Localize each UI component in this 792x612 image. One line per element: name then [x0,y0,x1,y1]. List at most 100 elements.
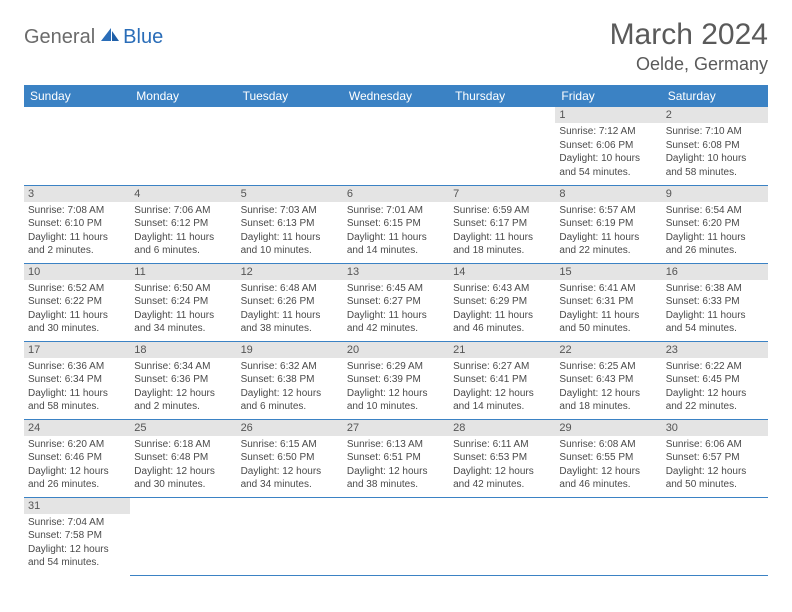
calendar-day-cell: 19Sunrise: 6:32 AMSunset: 6:38 PMDayligh… [237,341,343,419]
weekday-header: Tuesday [237,85,343,107]
calendar-day-cell: 13Sunrise: 6:45 AMSunset: 6:27 PMDayligh… [343,263,449,341]
day-number: 21 [449,342,555,358]
daylight-text: Daylight: 11 hours and 14 minutes. [347,231,445,258]
sunset-text: Sunset: 6:06 PM [559,139,657,153]
day-number: 31 [24,498,130,514]
day-details: Sunrise: 6:43 AMSunset: 6:29 PMDaylight:… [449,280,555,340]
daylight-text: Daylight: 12 hours and 14 minutes. [453,387,551,414]
day-number: 4 [130,186,236,202]
day-details: Sunrise: 7:01 AMSunset: 6:15 PMDaylight:… [343,202,449,262]
sunrise-text: Sunrise: 6:41 AM [559,282,657,296]
daylight-text: Daylight: 12 hours and 10 minutes. [347,387,445,414]
calendar-day-cell: 3Sunrise: 7:08 AMSunset: 6:10 PMDaylight… [24,185,130,263]
daylight-text: Daylight: 12 hours and 6 minutes. [241,387,339,414]
calendar-empty-cell [343,107,449,185]
sunset-text: Sunset: 6:46 PM [28,451,126,465]
day-number: 6 [343,186,449,202]
calendar-week-row: 3Sunrise: 7:08 AMSunset: 6:10 PMDaylight… [24,185,768,263]
sunset-text: Sunset: 6:08 PM [666,139,764,153]
calendar-day-cell: 9Sunrise: 6:54 AMSunset: 6:20 PMDaylight… [662,185,768,263]
day-details: Sunrise: 7:06 AMSunset: 6:12 PMDaylight:… [130,202,236,262]
day-number: 14 [449,264,555,280]
sunrise-text: Sunrise: 6:59 AM [453,204,551,218]
day-details: Sunrise: 6:15 AMSunset: 6:50 PMDaylight:… [237,436,343,496]
day-number: 12 [237,264,343,280]
calendar-day-cell: 6Sunrise: 7:01 AMSunset: 6:15 PMDaylight… [343,185,449,263]
logo-text-blue: Blue [123,26,163,49]
day-details: Sunrise: 6:38 AMSunset: 6:33 PMDaylight:… [662,280,768,340]
sunrise-text: Sunrise: 6:27 AM [453,360,551,374]
calendar-day-cell: 27Sunrise: 6:13 AMSunset: 6:51 PMDayligh… [343,419,449,497]
sunset-text: Sunset: 6:20 PM [666,217,764,231]
day-details: Sunrise: 6:20 AMSunset: 6:46 PMDaylight:… [24,436,130,496]
sunset-text: Sunset: 6:34 PM [28,373,126,387]
daylight-text: Daylight: 12 hours and 54 minutes. [28,543,126,570]
sunrise-text: Sunrise: 6:13 AM [347,438,445,452]
sunrise-text: Sunrise: 6:45 AM [347,282,445,296]
sunrise-text: Sunrise: 6:38 AM [666,282,764,296]
sunset-text: Sunset: 6:57 PM [666,451,764,465]
calendar-day-cell: 20Sunrise: 6:29 AMSunset: 6:39 PMDayligh… [343,341,449,419]
sunset-text: Sunset: 6:43 PM [559,373,657,387]
day-details: Sunrise: 7:08 AMSunset: 6:10 PMDaylight:… [24,202,130,262]
sunset-text: Sunset: 6:17 PM [453,217,551,231]
sunrise-text: Sunrise: 7:04 AM [28,516,126,530]
calendar-empty-cell [449,497,555,575]
daylight-text: Daylight: 11 hours and 22 minutes. [559,231,657,258]
day-details: Sunrise: 6:54 AMSunset: 6:20 PMDaylight:… [662,202,768,262]
daylight-text: Daylight: 10 hours and 58 minutes. [666,152,764,179]
day-details: Sunrise: 6:34 AMSunset: 6:36 PMDaylight:… [130,358,236,418]
daylight-text: Daylight: 10 hours and 54 minutes. [559,152,657,179]
sunset-text: Sunset: 6:22 PM [28,295,126,309]
sunrise-text: Sunrise: 6:08 AM [559,438,657,452]
day-details: Sunrise: 6:48 AMSunset: 6:26 PMDaylight:… [237,280,343,340]
daylight-text: Daylight: 11 hours and 18 minutes. [453,231,551,258]
sunrise-text: Sunrise: 6:34 AM [134,360,232,374]
day-details: Sunrise: 6:06 AMSunset: 6:57 PMDaylight:… [662,436,768,496]
daylight-text: Daylight: 11 hours and 34 minutes. [134,309,232,336]
sunset-text: Sunset: 6:36 PM [134,373,232,387]
sunrise-text: Sunrise: 6:29 AM [347,360,445,374]
sunset-text: Sunset: 6:51 PM [347,451,445,465]
calendar-day-cell: 1Sunrise: 7:12 AMSunset: 6:06 PMDaylight… [555,107,661,185]
day-number: 8 [555,186,661,202]
sunrise-text: Sunrise: 6:54 AM [666,204,764,218]
sunset-text: Sunset: 6:31 PM [559,295,657,309]
daylight-text: Daylight: 12 hours and 50 minutes. [666,465,764,492]
month-title: March 2024 [610,18,768,52]
calendar-day-cell: 2Sunrise: 7:10 AMSunset: 6:08 PMDaylight… [662,107,768,185]
calendar-day-cell: 24Sunrise: 6:20 AMSunset: 6:46 PMDayligh… [24,419,130,497]
sunrise-text: Sunrise: 6:52 AM [28,282,126,296]
daylight-text: Daylight: 11 hours and 46 minutes. [453,309,551,336]
sunset-text: Sunset: 6:26 PM [241,295,339,309]
calendar-empty-cell [555,497,661,575]
daylight-text: Daylight: 11 hours and 54 minutes. [666,309,764,336]
calendar-day-cell: 22Sunrise: 6:25 AMSunset: 6:43 PMDayligh… [555,341,661,419]
calendar-day-cell: 21Sunrise: 6:27 AMSunset: 6:41 PMDayligh… [449,341,555,419]
day-number: 1 [555,107,661,123]
day-details: Sunrise: 6:59 AMSunset: 6:17 PMDaylight:… [449,202,555,262]
header: General Blue March 2024 Oelde, Germany [24,18,768,75]
day-number: 29 [555,420,661,436]
calendar-empty-cell [130,107,236,185]
calendar-week-row: 17Sunrise: 6:36 AMSunset: 6:34 PMDayligh… [24,341,768,419]
sunset-text: Sunset: 6:15 PM [347,217,445,231]
calendar-day-cell: 5Sunrise: 7:03 AMSunset: 6:13 PMDaylight… [237,185,343,263]
day-number: 9 [662,186,768,202]
day-number: 11 [130,264,236,280]
calendar-day-cell: 30Sunrise: 6:06 AMSunset: 6:57 PMDayligh… [662,419,768,497]
daylight-text: Daylight: 11 hours and 26 minutes. [666,231,764,258]
calendar-day-cell: 7Sunrise: 6:59 AMSunset: 6:17 PMDaylight… [449,185,555,263]
day-details: Sunrise: 7:03 AMSunset: 6:13 PMDaylight:… [237,202,343,262]
daylight-text: Daylight: 12 hours and 26 minutes. [28,465,126,492]
sunset-text: Sunset: 6:10 PM [28,217,126,231]
daylight-text: Daylight: 11 hours and 2 minutes. [28,231,126,258]
day-details: Sunrise: 7:04 AMSunset: 7:58 PMDaylight:… [24,514,130,574]
daylight-text: Daylight: 11 hours and 58 minutes. [28,387,126,414]
calendar-day-cell: 26Sunrise: 6:15 AMSunset: 6:50 PMDayligh… [237,419,343,497]
sunrise-text: Sunrise: 6:20 AM [28,438,126,452]
sunrise-text: Sunrise: 6:50 AM [134,282,232,296]
sunset-text: Sunset: 6:38 PM [241,373,339,387]
calendar-day-cell: 23Sunrise: 6:22 AMSunset: 6:45 PMDayligh… [662,341,768,419]
calendar-day-cell: 10Sunrise: 6:52 AMSunset: 6:22 PMDayligh… [24,263,130,341]
